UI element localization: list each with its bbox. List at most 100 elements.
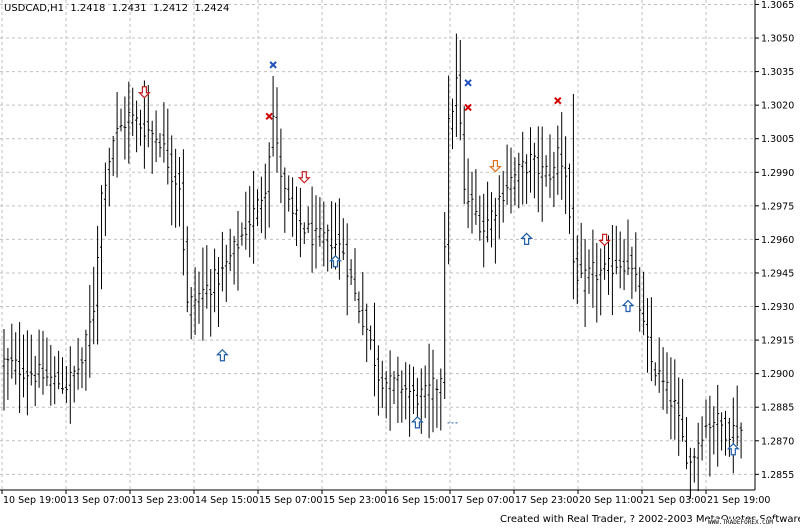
ohlc-bar	[37, 329, 41, 388]
ohlc-bar	[127, 81, 131, 164]
ohlc-bar	[505, 144, 509, 205]
ohlc-bar	[454, 33, 458, 137]
ohlc-bar	[41, 330, 45, 395]
ohlc-bar	[213, 248, 217, 313]
x-tick-label: 15 Sep 07:00	[259, 495, 322, 506]
ohlc-bar	[318, 197, 322, 247]
x-tick-label: 15 Sep 23:00	[323, 495, 386, 506]
ohlc-bar	[525, 154, 529, 204]
ohlc-bar	[677, 377, 681, 456]
ohlc-bar	[568, 163, 571, 234]
ohlc-bar	[61, 357, 64, 394]
ohlc-bar	[248, 186, 252, 258]
ohlc-bar	[556, 125, 560, 195]
ohlc-bar	[298, 187, 302, 258]
arrow-up-icon	[329, 254, 342, 268]
x-tick-label: 20 Sep 11:00	[579, 495, 642, 506]
y-tick-label: 1.3020	[761, 101, 794, 112]
ohlc-bar	[244, 191, 248, 250]
ohlc-bar	[115, 92, 119, 178]
ohlc-bar	[107, 147, 111, 207]
ohlc-bar	[232, 235, 236, 285]
ohlc-bar	[458, 39, 462, 141]
ohlc-bar	[708, 395, 712, 477]
arrow-up-icon	[520, 232, 534, 246]
ohlc-bar	[240, 222, 244, 246]
ohlc-bar	[513, 157, 517, 206]
ohlc-bar	[404, 362, 408, 420]
ohlc-bar	[80, 347, 84, 389]
ohlc-bar	[493, 197, 497, 264]
ohlc-bar	[302, 222, 306, 244]
ohlc-bar	[376, 345, 380, 416]
ohlc-bar	[349, 259, 353, 285]
ohlc-bar	[653, 362, 657, 386]
ohlc-bar	[692, 448, 696, 483]
ohlc-bar	[33, 355, 37, 407]
ohlc-bar	[724, 410, 727, 456]
ohlc-bar	[540, 126, 544, 222]
y-tick-label: 1.2870	[761, 436, 794, 447]
ohlc-bar	[384, 371, 388, 419]
arrow-up-icon	[215, 348, 229, 362]
ohlc-bar	[517, 152, 521, 209]
ohlc-bar	[337, 198, 341, 280]
ohlc-bar	[119, 108, 123, 132]
ohlc-bar	[178, 156, 181, 227]
ohlc-bar	[486, 181, 490, 243]
ohlc-bar	[665, 352, 669, 414]
ohlc-bar	[439, 368, 443, 431]
ohlc-bar	[634, 232, 638, 292]
ohlc-bar	[256, 189, 259, 227]
ohlc-bar	[49, 344, 53, 406]
ohlc-bar	[571, 93, 575, 300]
ohlc-bar	[649, 297, 653, 382]
x-tick-label: 13 Sep 23:00	[131, 495, 194, 506]
ohlc-bar	[228, 228, 232, 272]
watermark: WWW.TRADEFOREX.COM	[706, 519, 776, 526]
ohlc-bar	[591, 229, 595, 308]
ohlc-bar	[224, 244, 228, 302]
ohlc-bar	[583, 239, 587, 327]
ohlc-bar	[443, 212, 447, 399]
ohlc-bar	[412, 366, 415, 415]
ohlc-bar	[263, 163, 267, 239]
ohlc-bar	[447, 75, 451, 265]
ohlc-bar	[154, 110, 158, 163]
symbol-label: USDCAD,H1	[4, 3, 64, 14]
ohlc-bar	[427, 343, 431, 439]
ohlc-bar	[712, 406, 716, 455]
ohlc-bar	[607, 235, 610, 295]
arrow-down-icon	[297, 171, 311, 184]
ohlc-bar	[673, 359, 677, 440]
ohlc-bar	[470, 171, 474, 234]
ohlc-bar	[111, 135, 115, 177]
x-tick-label: 21 Sep 03:00	[643, 495, 706, 506]
ohlc-bar	[345, 223, 349, 316]
x-tick-label: 17 Sep 07:00	[451, 495, 514, 506]
ohlc-bar	[630, 246, 634, 299]
ohlc-bar	[29, 334, 33, 386]
ohlc-bar	[423, 365, 427, 419]
ohlc-bar	[53, 356, 57, 405]
ohlc-bar	[84, 329, 88, 391]
ohlc-bar	[657, 337, 661, 393]
ohlc-bar	[146, 85, 150, 148]
x-tick-label: 10 Sep 19:00	[3, 495, 66, 506]
ohlc-bar	[6, 347, 10, 400]
cross-icon	[269, 61, 277, 69]
y-tick-label: 1.2945	[761, 268, 794, 279]
y-tick-label: 1.3035	[761, 67, 794, 78]
ohlc-bar	[341, 218, 345, 261]
ohlc-bar	[622, 239, 626, 291]
ohlc-bar	[2, 329, 6, 411]
ohlc-bar	[618, 231, 622, 289]
ohlc-bar	[587, 249, 591, 294]
ohlc-bar	[564, 136, 568, 214]
ohlc-bar	[123, 96, 127, 160]
ohlc-bar	[174, 148, 178, 228]
grid	[0, 0, 755, 490]
ohlc-bar	[279, 128, 283, 204]
